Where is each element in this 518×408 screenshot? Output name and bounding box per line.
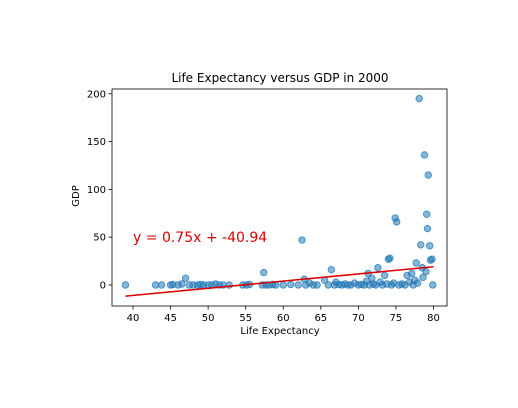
data-point [225,281,233,289]
data-point [178,280,186,288]
data-point [157,281,166,289]
regression-equation: y = 0.75x + -40.94 [133,230,267,246]
x-axis-label: Life Expectancy [240,326,319,337]
data-point [429,281,437,289]
data-point [287,280,295,289]
data-point [408,269,416,278]
chart-title: Life Expectancy versus GDP in 2000 [171,71,388,85]
x-tick-label: 80 [427,313,440,324]
data-point [412,259,420,267]
data-point [420,151,429,159]
x-tick-label: 65 [314,313,327,324]
data-point [121,281,130,289]
data-point [424,171,432,179]
y-tick-label: 150 [87,137,106,148]
data-point [374,264,382,272]
data-point [426,242,434,250]
y-axis-label: GDP [71,185,82,206]
data-point [423,224,432,233]
data-point [392,218,401,226]
y-tick-label: 0 [100,280,106,291]
data-point [298,236,306,244]
data-point [380,271,389,280]
data-point [327,265,336,274]
x-tick-label: 40 [127,313,140,324]
data-point [419,273,427,282]
x-tick-label: 75 [390,313,403,324]
x-tick-label: 50 [202,313,215,324]
data-point [313,281,321,289]
axes-frame [111,88,448,307]
data-point [417,241,425,249]
data-point [386,254,394,262]
x-tick-label: 60 [277,313,290,324]
data-point [181,274,190,282]
data-point [414,279,422,287]
y-tick-label: 200 [87,89,106,100]
y-tick-label: 100 [87,185,106,196]
data-point [422,267,430,276]
plot-area: y = 0.75x + -40.94 [121,94,437,297]
y-tick-label: 50 [93,233,106,244]
data-point [279,281,287,289]
data-point [260,268,268,277]
data-point [415,94,423,103]
data-point [423,210,431,218]
data-point [294,281,302,289]
regression-line [125,265,434,297]
x-tick-label: 70 [352,313,365,324]
x-tick-label: 45 [164,313,177,324]
data-point [428,255,436,263]
x-tick-label: 55 [239,313,252,324]
axes: 40 45 50 55 60 65 70 75 80 0 50 100 150 200 [87,88,448,324]
